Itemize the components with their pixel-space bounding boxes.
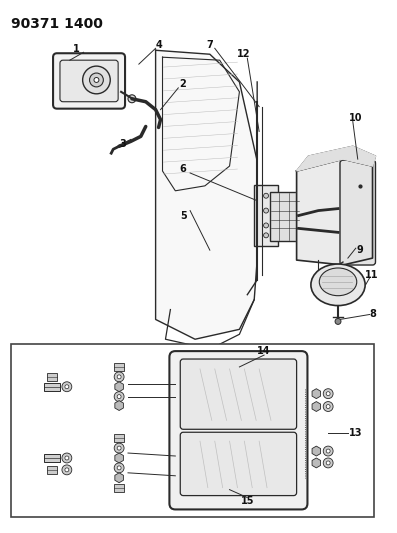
Circle shape (65, 385, 69, 389)
Text: 10: 10 (349, 112, 362, 123)
FancyBboxPatch shape (170, 351, 307, 510)
Circle shape (335, 318, 341, 325)
Polygon shape (115, 453, 123, 463)
Ellipse shape (311, 264, 365, 305)
Circle shape (117, 394, 121, 399)
Circle shape (62, 453, 72, 463)
Bar (114, 363, 124, 371)
Text: 13: 13 (349, 428, 362, 438)
Text: 3: 3 (120, 139, 127, 149)
Circle shape (264, 208, 268, 213)
Bar (114, 484, 124, 491)
Polygon shape (312, 389, 321, 399)
FancyBboxPatch shape (60, 60, 118, 102)
Bar (11, 344, 374, 518)
Circle shape (264, 193, 268, 198)
Circle shape (326, 392, 330, 395)
Text: 4: 4 (155, 41, 162, 50)
Bar (114, 434, 124, 442)
Circle shape (323, 389, 333, 399)
Polygon shape (115, 473, 123, 483)
Circle shape (114, 372, 124, 382)
Circle shape (117, 375, 121, 379)
Circle shape (114, 392, 124, 401)
Circle shape (62, 465, 72, 475)
Circle shape (128, 95, 136, 103)
Text: 6: 6 (180, 164, 187, 174)
Ellipse shape (319, 268, 357, 296)
Text: 1: 1 (73, 44, 80, 54)
Circle shape (114, 463, 124, 473)
Circle shape (326, 461, 330, 465)
Bar (44, 454, 60, 462)
Circle shape (326, 405, 330, 408)
Text: 7: 7 (206, 41, 213, 50)
Circle shape (117, 446, 121, 450)
FancyBboxPatch shape (254, 185, 278, 246)
Circle shape (83, 66, 110, 94)
Text: 11: 11 (365, 270, 378, 280)
Polygon shape (156, 50, 257, 339)
Polygon shape (115, 401, 123, 410)
Polygon shape (297, 146, 376, 171)
Polygon shape (115, 382, 123, 392)
Text: 90371 1400: 90371 1400 (11, 17, 102, 30)
Circle shape (65, 456, 69, 460)
Circle shape (62, 382, 72, 392)
Polygon shape (312, 458, 321, 468)
Text: 15: 15 (241, 496, 254, 505)
Text: 5: 5 (180, 211, 187, 221)
Polygon shape (312, 401, 321, 411)
Bar (44, 383, 60, 391)
Text: 9: 9 (357, 245, 363, 255)
FancyBboxPatch shape (53, 53, 125, 109)
FancyBboxPatch shape (180, 432, 297, 496)
Bar (47, 466, 57, 474)
Text: 14: 14 (257, 346, 271, 356)
Circle shape (323, 446, 333, 456)
Text: 2: 2 (179, 79, 186, 89)
Circle shape (94, 77, 99, 83)
Circle shape (114, 443, 124, 453)
Circle shape (264, 233, 268, 238)
FancyBboxPatch shape (270, 192, 300, 241)
Polygon shape (312, 446, 321, 456)
Polygon shape (297, 159, 372, 265)
FancyBboxPatch shape (340, 160, 376, 265)
Circle shape (264, 223, 268, 228)
Text: 8: 8 (369, 310, 376, 319)
Circle shape (323, 401, 333, 411)
Circle shape (117, 466, 121, 470)
Circle shape (326, 449, 330, 453)
Circle shape (323, 458, 333, 468)
Bar (47, 373, 57, 381)
Circle shape (65, 468, 69, 472)
Text: 12: 12 (237, 49, 250, 59)
Circle shape (90, 73, 103, 87)
FancyBboxPatch shape (180, 359, 297, 429)
